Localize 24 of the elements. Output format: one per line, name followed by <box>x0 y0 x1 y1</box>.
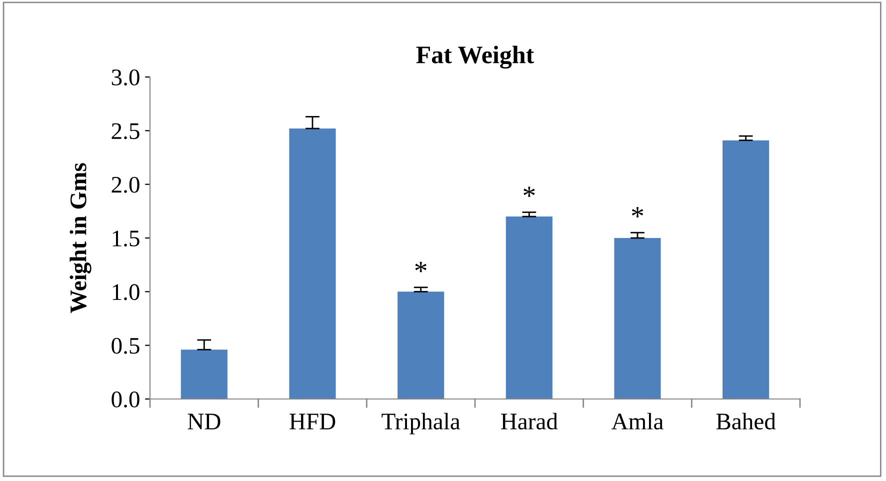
bar <box>722 140 770 399</box>
x-tick-label: Triphala <box>382 412 460 434</box>
y-tick-label: 2.0 <box>112 176 140 193</box>
y-tick-label: 3.0 <box>112 69 140 86</box>
bar <box>506 216 552 399</box>
y-tick-label: 2.5 <box>112 123 140 140</box>
x-tick-label: Harad <box>501 412 558 430</box>
chart-title: Fat Weight <box>416 46 534 69</box>
annotation: * <box>415 262 426 272</box>
y-axis-title: Weight in Gms <box>70 163 92 314</box>
y-tick-label: 0.5 <box>112 338 140 354</box>
annotation: * <box>632 207 644 218</box>
y-tick-label: 0.0 <box>112 391 140 408</box>
bar <box>398 292 444 399</box>
annotation: * <box>524 186 535 197</box>
y-tick-label: 1.5 <box>112 230 140 247</box>
bar <box>614 238 661 399</box>
x-tick-label: ND <box>188 414 220 430</box>
x-tick-label: Amla <box>612 412 664 430</box>
x-tick-label: Bahed <box>716 412 776 430</box>
bar <box>289 128 336 399</box>
y-tick-label: 1.0 <box>112 284 140 300</box>
bar <box>180 350 228 399</box>
x-tick-label: HFD <box>290 414 336 430</box>
